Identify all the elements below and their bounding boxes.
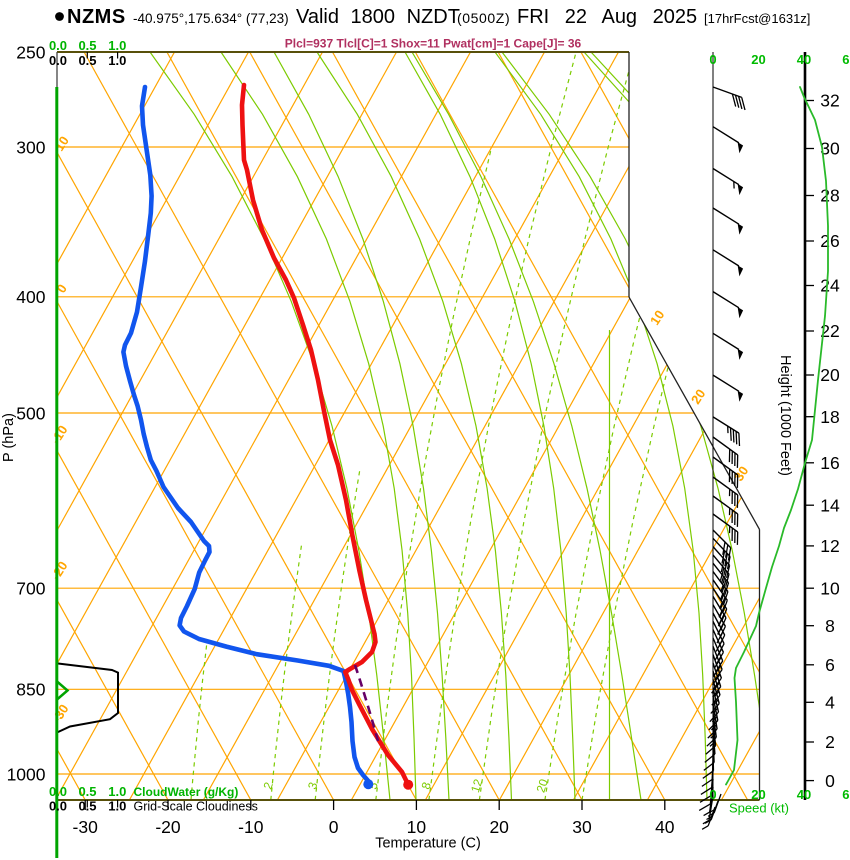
svg-text:P (hPa): P (hPa) (1, 413, 17, 462)
svg-text:12: 12 (468, 777, 486, 794)
svg-text:10: 10 (51, 133, 71, 153)
svg-text:-20: -20 (155, 817, 181, 837)
svg-text:-10: -10 (238, 817, 264, 837)
svg-text:0.0: 0.0 (49, 53, 67, 68)
svg-text:-30: -30 (73, 817, 99, 837)
svg-text:0.5: 0.5 (78, 38, 96, 53)
svg-text:0: 0 (825, 771, 835, 791)
svg-text:24: 24 (820, 276, 840, 296)
svg-text:-20: -20 (48, 559, 71, 583)
svg-text:3: 3 (305, 780, 320, 791)
svg-text:8: 8 (419, 780, 434, 791)
svg-text:400: 400 (16, 287, 45, 307)
svg-text:10: 10 (820, 578, 840, 598)
svg-text:1.0: 1.0 (108, 784, 126, 799)
svg-text:-10: -10 (48, 423, 71, 447)
svg-text:CloudWater (g/Kg): CloudWater (g/Kg) (134, 785, 239, 799)
svg-text:Speed (kt): Speed (kt) (729, 801, 789, 816)
svg-text:(0500Z): (0500Z) (457, 10, 510, 26)
svg-text:60: 60 (842, 787, 850, 802)
svg-text:1.0: 1.0 (108, 799, 126, 814)
svg-text:0.0: 0.0 (49, 799, 67, 814)
svg-text:30: 30 (731, 463, 751, 483)
svg-text:1.0: 1.0 (108, 53, 126, 68)
svg-text:0: 0 (709, 52, 716, 67)
svg-text:22: 22 (820, 321, 839, 341)
svg-text:28: 28 (820, 186, 839, 206)
svg-text:Grid-Scale Cloudiness: Grid-Scale Cloudiness (134, 800, 258, 814)
svg-text:Valid 1800 NZDT: Valid 1800 NZDT (296, 6, 460, 28)
svg-text:0.5: 0.5 (78, 784, 96, 799)
svg-text:0: 0 (329, 817, 339, 837)
svg-text:[17hrFcst@1631z]: [17hrFcst@1631z] (704, 11, 810, 26)
svg-text:14: 14 (820, 495, 840, 515)
svg-text:-30: -30 (49, 702, 72, 726)
svg-text:20: 20 (489, 817, 509, 837)
svg-text:Height (1000 Feet): Height (1000 Feet) (777, 355, 793, 476)
svg-text:0.0: 0.0 (49, 38, 67, 53)
svg-text:8: 8 (825, 616, 835, 636)
svg-text:20: 20 (751, 787, 765, 802)
svg-text:5: 5 (366, 780, 381, 791)
svg-text:1.0: 1.0 (108, 38, 126, 53)
svg-text:16: 16 (820, 453, 839, 473)
svg-text:32: 32 (820, 91, 839, 111)
svg-text:20: 20 (533, 777, 551, 794)
svg-text:0.0: 0.0 (49, 784, 67, 799)
svg-text:26: 26 (820, 231, 839, 251)
svg-text:20: 20 (820, 365, 840, 385)
svg-text:20: 20 (688, 386, 708, 406)
svg-text:2: 2 (825, 732, 835, 752)
svg-text:-40.975°,175.634° (77,23): -40.975°,175.634° (77,23) (133, 11, 289, 26)
svg-text:12: 12 (820, 536, 839, 556)
svg-text:Temperature (C): Temperature (C) (375, 836, 481, 852)
svg-text:30: 30 (572, 817, 592, 837)
svg-text:2: 2 (261, 780, 276, 791)
svg-text:500: 500 (16, 403, 45, 423)
svg-text:Plcl=937 Tlcl[C]=1 Shox=11 Pwa: Plcl=937 Tlcl[C]=1 Shox=11 Pwat[cm]=1 Ca… (285, 37, 582, 51)
svg-text:20: 20 (751, 52, 765, 67)
svg-text:18: 18 (820, 407, 839, 427)
svg-text:1000: 1000 (7, 764, 46, 784)
svg-text:10: 10 (647, 307, 667, 327)
svg-text:0: 0 (709, 787, 716, 802)
svg-text:60: 60 (842, 52, 850, 67)
svg-text:0.5: 0.5 (78, 53, 96, 68)
svg-text:250: 250 (16, 42, 45, 62)
svg-text:40: 40 (655, 817, 675, 837)
svg-text:4: 4 (825, 693, 835, 713)
svg-text:NZMS: NZMS (67, 6, 126, 28)
svg-text:0.5: 0.5 (78, 799, 96, 814)
svg-text:30: 30 (820, 139, 840, 159)
svg-text:700: 700 (16, 579, 45, 599)
svg-text:10: 10 (407, 817, 427, 837)
svg-text:6: 6 (825, 655, 835, 675)
svg-text:850: 850 (16, 680, 45, 700)
svg-text:FRI 22 Aug 2025: FRI 22 Aug 2025 (517, 6, 697, 28)
svg-text:40: 40 (797, 787, 811, 802)
svg-text:300: 300 (16, 137, 45, 157)
svg-text:40: 40 (797, 52, 811, 67)
